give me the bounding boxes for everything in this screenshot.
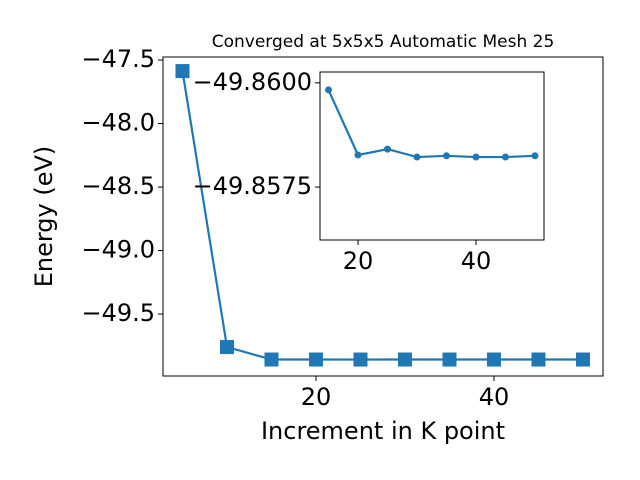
- x-tick-label: 20: [343, 247, 374, 275]
- x-tick-label: 20: [301, 383, 332, 411]
- y-tick-label: −48.5: [81, 172, 155, 200]
- marker: [413, 153, 421, 161]
- marker: [531, 352, 546, 367]
- marker: [219, 340, 234, 355]
- y-tick-label: −49.8600: [193, 68, 312, 96]
- marker: [354, 151, 362, 159]
- marker: [175, 64, 190, 79]
- y-tick-label: −47.5: [81, 45, 155, 73]
- y-tick-label: −49.0: [81, 236, 155, 264]
- chart-title: Converged at 5x5x5 Automatic Mesh 25: [212, 32, 555, 52]
- marker: [353, 352, 368, 367]
- marker: [486, 352, 501, 367]
- line: [327, 89, 536, 159]
- x-tick-label: 40: [461, 247, 492, 275]
- marker: [264, 352, 279, 367]
- marker: [308, 352, 323, 367]
- y-axis-label: Energy (eV): [30, 146, 58, 288]
- y-tick-label: −48.0: [81, 109, 155, 137]
- marker: [324, 86, 332, 94]
- marker: [575, 352, 590, 367]
- marker: [501, 153, 509, 161]
- marker: [531, 152, 539, 160]
- y-tick-label: −49.8575: [193, 172, 312, 200]
- marker: [442, 152, 450, 160]
- line: [181, 70, 583, 361]
- marker: [397, 352, 412, 367]
- y-tick-label: −49.5: [81, 299, 155, 327]
- x-axis-label: Increment in K point: [261, 417, 505, 445]
- marker: [442, 352, 457, 367]
- x-tick-label: 40: [479, 383, 510, 411]
- marker: [472, 153, 480, 161]
- marker: [383, 145, 391, 153]
